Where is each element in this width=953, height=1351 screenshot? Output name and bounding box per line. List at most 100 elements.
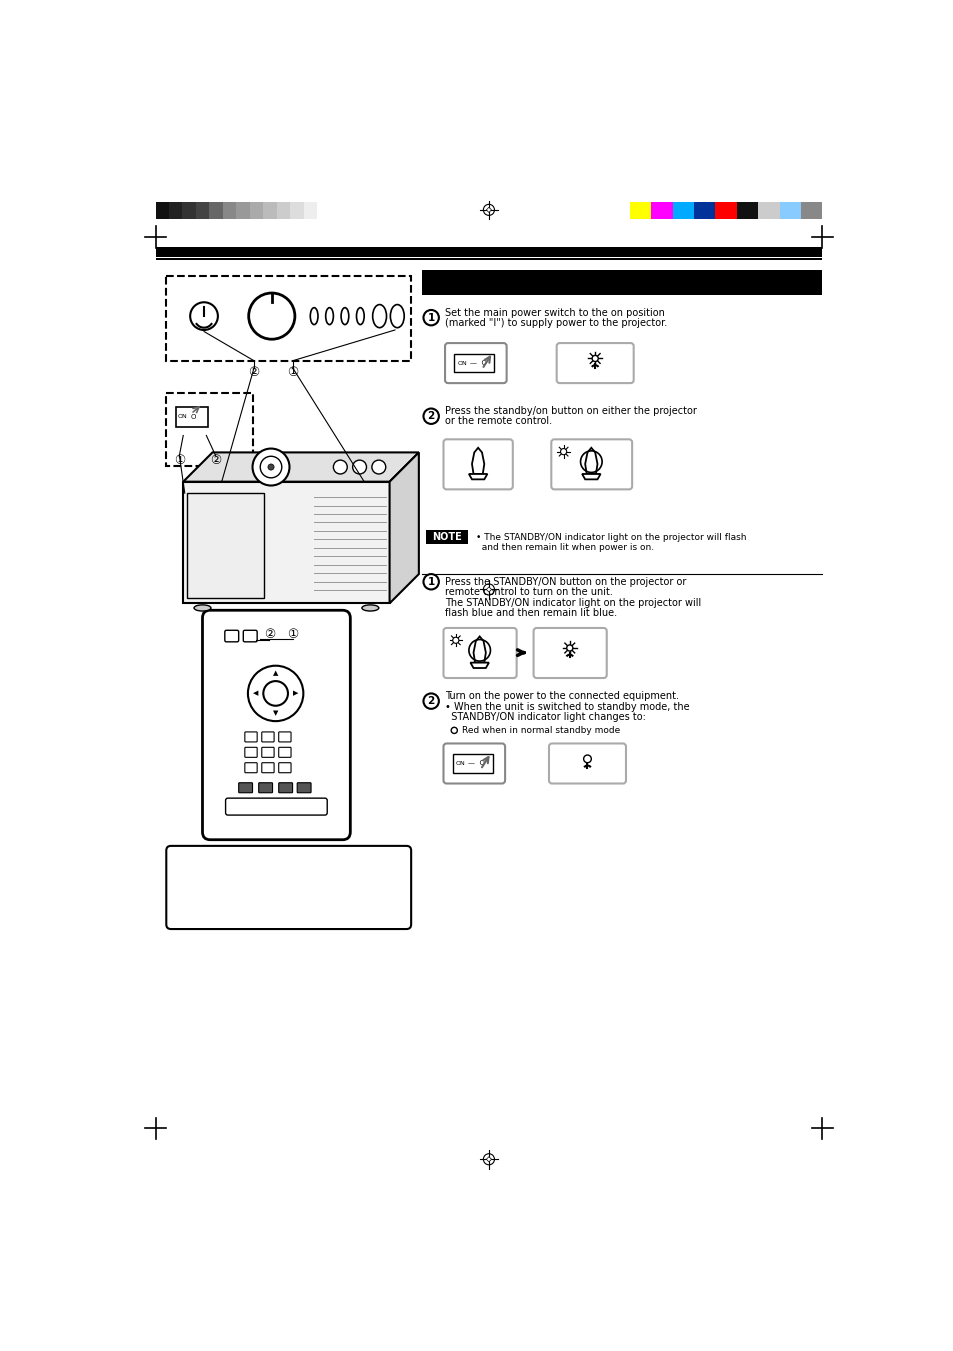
Ellipse shape [325,308,333,324]
Polygon shape [486,207,491,212]
Circle shape [260,457,281,478]
Bar [175,407,208,427]
Text: NOTE: NOTE [432,532,461,542]
Circle shape [190,303,217,330]
Text: ON: ON [456,361,467,366]
Ellipse shape [310,308,317,324]
Text: 1: 1 [427,577,435,586]
Bar [155,203,169,219]
Text: ON: ON [456,761,465,766]
Text: ▼: ▼ [273,711,278,716]
Polygon shape [183,482,389,604]
Text: Press the standby/on button on either the projector: Press the standby/on button on either th… [444,405,697,416]
Circle shape [451,727,456,734]
Text: or the remote control.: or the remote control. [444,416,552,426]
Bar [779,203,801,219]
Text: ▲: ▲ [273,670,278,677]
Bar [166,393,253,466]
Bar [263,203,276,219]
Text: ②: ② [210,454,221,466]
Circle shape [333,461,347,474]
Text: 2: 2 [427,696,435,707]
Circle shape [583,755,591,763]
Text: —  O: — O [468,761,484,766]
FancyBboxPatch shape [261,732,274,742]
Text: • When the unit is switched to standby mode, the: • When the unit is switched to standby m… [444,703,689,712]
Text: remote control to turn on the unit.: remote control to turn on the unit. [444,586,612,597]
Text: ①: ① [287,366,298,378]
Text: STANDBY/ON indicator light changes to:: STANDBY/ON indicator light changes to: [444,712,645,723]
Bar [454,354,494,373]
Text: ◀: ◀ [253,690,258,696]
Bar [421,270,821,295]
Text: ①: ① [287,628,298,642]
FancyBboxPatch shape [278,763,291,773]
FancyBboxPatch shape [444,343,506,384]
FancyBboxPatch shape [225,631,238,642]
FancyBboxPatch shape [548,743,625,784]
Text: —  O: — O [469,361,486,366]
Bar [210,203,223,219]
Text: Red when in normal standby mode: Red when in normal standby mode [461,725,619,735]
Polygon shape [486,1156,491,1162]
Text: 1: 1 [427,312,435,323]
FancyBboxPatch shape [443,743,504,784]
Circle shape [263,681,288,705]
Bar [425,530,468,544]
Circle shape [453,638,458,643]
Text: (marked "I") to supply power to the projector.: (marked "I") to supply power to the proj… [444,317,666,328]
Bar [166,276,411,361]
Circle shape [249,293,294,339]
Polygon shape [472,447,484,474]
FancyBboxPatch shape [261,763,274,773]
Bar [236,203,250,219]
Polygon shape [584,447,597,474]
Polygon shape [470,662,488,667]
Circle shape [560,449,566,455]
Bar [182,203,195,219]
Bar [276,203,290,219]
Text: flash blue and then remain lit blue.: flash blue and then remain lit blue. [444,608,617,619]
Bar [155,258,821,259]
Circle shape [423,574,438,589]
Circle shape [566,644,572,651]
Text: ①: ① [173,454,185,466]
Circle shape [268,463,274,470]
Bar [758,203,779,219]
Ellipse shape [373,304,386,328]
FancyBboxPatch shape [443,439,513,489]
Bar [693,203,715,219]
FancyBboxPatch shape [278,747,291,758]
Text: Press the STANDBY/ON button on the projector or: Press the STANDBY/ON button on the proje… [444,577,686,586]
Circle shape [423,408,438,424]
Circle shape [423,309,438,326]
Circle shape [592,355,598,362]
Text: Turn on the power to the connected equipment.: Turn on the power to the connected equip… [444,690,679,701]
Circle shape [253,449,289,485]
Text: ②: ② [248,366,259,378]
Bar [223,203,236,219]
Text: and then remain lit when power is on.: and then remain lit when power is on. [476,543,653,551]
Circle shape [423,693,438,709]
FancyBboxPatch shape [297,782,311,793]
Bar [651,203,672,219]
FancyBboxPatch shape [443,628,517,678]
Bar [736,203,758,219]
Text: ▶: ▶ [293,690,298,696]
Bar [629,203,651,219]
FancyBboxPatch shape [245,732,257,742]
Polygon shape [469,474,487,480]
FancyBboxPatch shape [258,782,273,793]
FancyBboxPatch shape [533,628,606,678]
Text: 2: 2 [427,411,435,422]
Bar [453,754,493,773]
Text: Set the main power switch to the on position: Set the main power switch to the on posi… [444,308,664,317]
Polygon shape [183,453,418,482]
Bar [250,203,263,219]
Ellipse shape [361,605,378,611]
FancyBboxPatch shape [238,782,253,793]
Bar [801,203,821,219]
Circle shape [248,666,303,721]
Text: The STANDBY/ON indicator light on the projector will: The STANDBY/ON indicator light on the pr… [444,598,700,608]
Polygon shape [389,453,418,604]
